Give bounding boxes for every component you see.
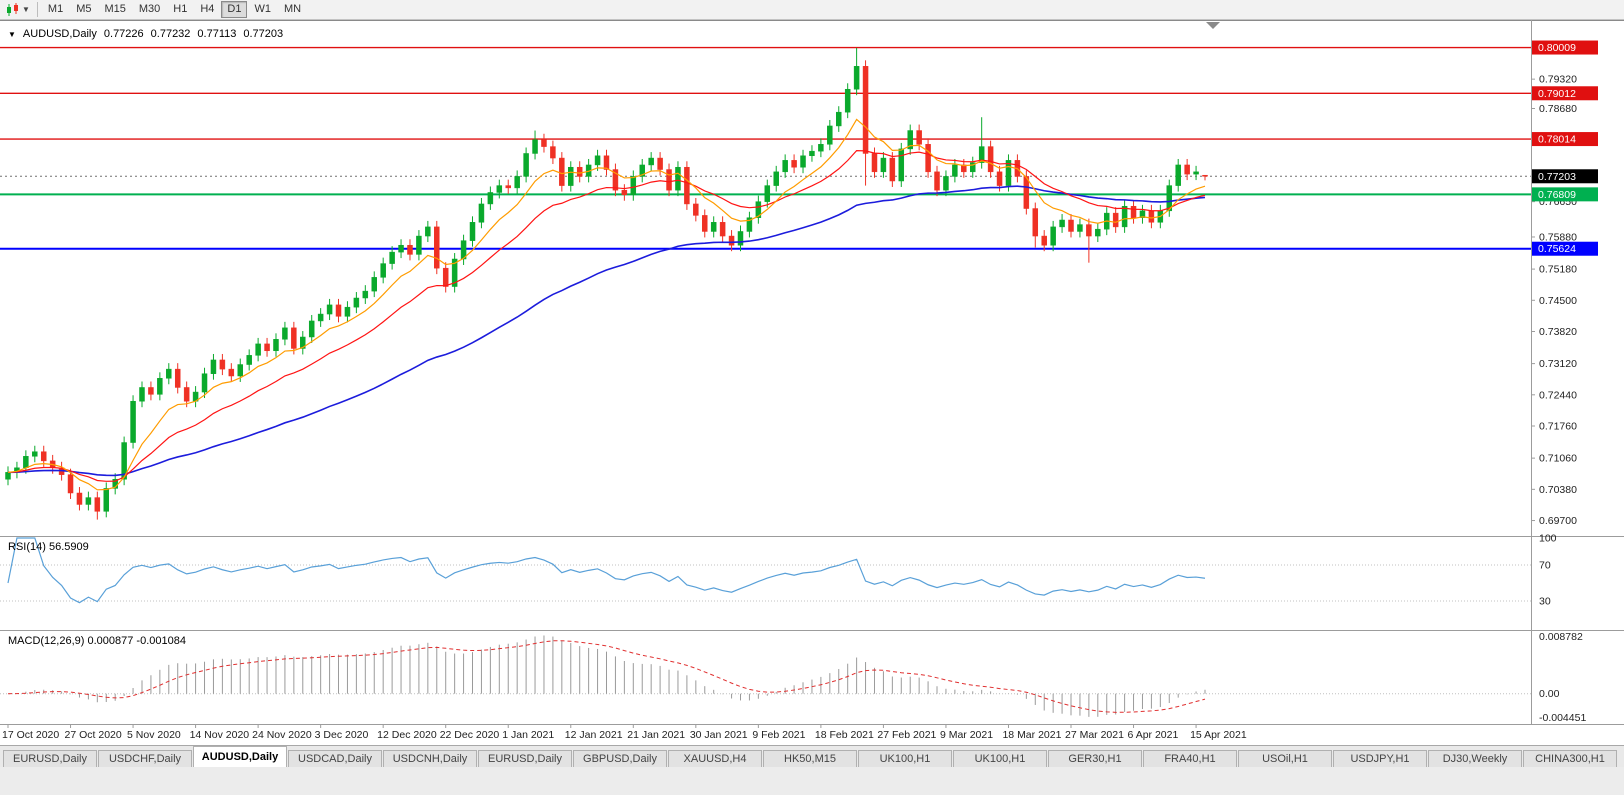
svg-text:0.008782: 0.008782 xyxy=(1539,631,1583,643)
svg-text:0.77203: 0.77203 xyxy=(1538,171,1576,183)
timeframe-button-m30[interactable]: M30 xyxy=(138,3,161,15)
toolbar-separator xyxy=(36,2,38,17)
svg-text:0.71060: 0.71060 xyxy=(1539,453,1577,465)
toolbar: ▼ M1 M5 M15 M30 H1 H4 D1 W1 MN xyxy=(0,0,1624,20)
svg-text:1 Jan 2021: 1 Jan 2021 xyxy=(502,729,554,741)
svg-text:0.69700: 0.69700 xyxy=(1539,515,1577,527)
moving-averages xyxy=(7,118,1206,491)
svg-text:0.00: 0.00 xyxy=(1539,688,1560,700)
svg-text:70: 70 xyxy=(1539,560,1551,572)
tab-usdcnh-daily[interactable]: USDCNH,Daily xyxy=(383,750,477,767)
chart-window[interactable]: 0.79320 0.78680 0.76650 0.75880 0.75180 0.745… xyxy=(0,20,1624,745)
price-chart[interactable]: 0.793200.786800.766500.758800.751800.745… xyxy=(0,20,1624,745)
svg-text:0.75624: 0.75624 xyxy=(1538,243,1576,255)
timeframe-button-mn[interactable]: MN xyxy=(283,3,302,15)
svg-text:14 Nov 2020: 14 Nov 2020 xyxy=(190,729,250,741)
tab-usdcad-daily[interactable]: USDCAD,Daily xyxy=(288,750,382,767)
svg-text:0.76809: 0.76809 xyxy=(1538,189,1576,201)
status-strip xyxy=(0,767,1624,795)
timeframe-button-m15[interactable]: M15 xyxy=(104,3,126,15)
svg-text:0.72440: 0.72440 xyxy=(1539,389,1577,401)
timeframe-button-m1[interactable]: M1 xyxy=(47,3,64,15)
chart-shift-marker-icon[interactable] xyxy=(1206,22,1220,29)
chart-type-button[interactable]: ▼ xyxy=(2,1,33,19)
svg-text:0.80009: 0.80009 xyxy=(1538,42,1576,54)
price-scale[interactable]: 0.793200.786800.766500.758800.751800.745… xyxy=(1531,40,1598,528)
svg-text:-0.004451: -0.004451 xyxy=(1539,712,1586,724)
tab-ger30-h1[interactable]: GER30,H1 xyxy=(1048,750,1142,767)
tab-eurusd-daily[interactable]: EURUSD,Daily xyxy=(3,750,97,767)
timeframe-buttons: M1 M5 M15 M30 H1 H4 D1 W1 MN xyxy=(42,1,308,18)
svg-text:12 Jan 2021: 12 Jan 2021 xyxy=(565,729,623,741)
svg-text:0.74500: 0.74500 xyxy=(1539,295,1577,307)
tab-eurusd-daily[interactable]: EURUSD,Daily xyxy=(478,750,572,767)
svg-text:17 Oct 2020: 17 Oct 2020 xyxy=(2,729,59,741)
rsi-pane: 100 70 30 xyxy=(0,533,1557,608)
tab-usdjpy-h1[interactable]: USDJPY,H1 xyxy=(1333,750,1427,767)
timeframe-button-m5[interactable]: M5 xyxy=(76,3,92,15)
macd-pane: 0.008782 0.00 -0.004451 xyxy=(0,631,1586,724)
tab-gbpusd-daily[interactable]: GBPUSD,Daily xyxy=(573,750,667,767)
svg-text:6 Apr 2021: 6 Apr 2021 xyxy=(1128,729,1179,741)
rsi-indicator-label: RSI(14) 56.5909 xyxy=(8,541,89,553)
svg-text:0.78014: 0.78014 xyxy=(1538,134,1576,146)
quote-header: ▼ AUDUSD,Daily 0.77226 0.77232 0.77113 0… xyxy=(8,28,283,40)
svg-text:27 Feb 2021: 27 Feb 2021 xyxy=(877,729,936,741)
svg-text:0.75880: 0.75880 xyxy=(1539,231,1577,243)
tab-uk100-h1[interactable]: UK100,H1 xyxy=(953,750,1047,767)
quote-close: 0.77203 xyxy=(243,28,284,40)
timeframe-button-w1[interactable]: W1 xyxy=(254,3,271,15)
time-scale[interactable]: 17 Oct 2020 27 Oct 2020 5 Nov 2020 14 Nov 2… xyxy=(2,724,1247,741)
svg-text:22 Dec 2020: 22 Dec 2020 xyxy=(440,729,500,741)
quote-low: 0.77113 xyxy=(197,28,237,40)
chevron-down-icon: ▼ xyxy=(22,5,30,14)
tab-hk50-m15[interactable]: HK50,M15 xyxy=(763,750,857,767)
quote-high: 0.77232 xyxy=(150,28,191,40)
svg-text:12 Dec 2020: 12 Dec 2020 xyxy=(377,729,437,741)
svg-text:0.75180: 0.75180 xyxy=(1539,264,1577,276)
svg-text:3 Dec 2020: 3 Dec 2020 xyxy=(315,729,369,741)
svg-text:27 Mar 2021: 27 Mar 2021 xyxy=(1065,729,1124,741)
svg-text:9 Mar 2021: 9 Mar 2021 xyxy=(940,729,993,741)
chart-tab-bar: EURUSD,Daily USDCHF,Daily AUDUSD,Daily USDC… xyxy=(0,745,1624,767)
timeframe-button-h4[interactable]: H4 xyxy=(200,3,215,15)
svg-text:21 Jan 2021: 21 Jan 2021 xyxy=(627,729,685,741)
tab-uk100-h1[interactable]: UK100,H1 xyxy=(858,750,952,767)
svg-text:0.78680: 0.78680 xyxy=(1539,103,1577,115)
tab-xauusd-h4[interactable]: XAUUSD,H4 xyxy=(668,750,762,767)
svg-text:24 Nov 2020: 24 Nov 2020 xyxy=(252,729,312,741)
tab-china300-h1[interactable]: CHINA300,H1 xyxy=(1523,750,1617,767)
svg-text:0.70380: 0.70380 xyxy=(1539,484,1577,496)
quote-open: 0.77226 xyxy=(103,28,144,40)
svg-text:18 Feb 2021: 18 Feb 2021 xyxy=(815,729,874,741)
tab-fra40-h1[interactable]: FRA40,H1 xyxy=(1143,750,1237,767)
svg-text:0.73820: 0.73820 xyxy=(1539,326,1577,338)
candlestick-icon xyxy=(7,2,18,16)
macd-indicator-label: MACD(12,26,9) 0.000877 -0.001084 xyxy=(8,635,186,647)
svg-text:27 Oct 2020: 27 Oct 2020 xyxy=(65,729,122,741)
horizontal-line-objects[interactable] xyxy=(0,46,1531,250)
tab-audusd-daily[interactable]: AUDUSD,Daily xyxy=(193,746,287,767)
svg-text:0.73120: 0.73120 xyxy=(1539,358,1577,370)
chart-symbol-label: AUDUSD,Daily xyxy=(22,28,97,40)
svg-text:0.71760: 0.71760 xyxy=(1539,421,1577,433)
timeframe-button-d1[interactable]: D1 xyxy=(221,1,248,18)
svg-text:15 Apr 2021: 15 Apr 2021 xyxy=(1190,729,1247,741)
svg-text:9 Feb 2021: 9 Feb 2021 xyxy=(752,729,805,741)
candles xyxy=(5,47,1208,520)
collapse-icon[interactable]: ▼ xyxy=(8,29,16,39)
tab-usoil-h1[interactable]: USOil,H1 xyxy=(1238,750,1332,767)
timeframe-button-h1[interactable]: H1 xyxy=(173,3,188,15)
svg-text:5 Nov 2020: 5 Nov 2020 xyxy=(127,729,181,741)
tab-usdchf-daily[interactable]: USDCHF,Daily xyxy=(98,750,192,767)
svg-text:0.79012: 0.79012 xyxy=(1538,88,1576,100)
svg-text:18 Mar 2021: 18 Mar 2021 xyxy=(1002,729,1061,741)
svg-text:30 Jan 2021: 30 Jan 2021 xyxy=(690,729,748,741)
svg-text:30: 30 xyxy=(1539,596,1551,608)
svg-text:100: 100 xyxy=(1539,533,1557,545)
svg-text:0.79320: 0.79320 xyxy=(1539,74,1577,86)
tab-dj30-weekly[interactable]: DJ30,Weekly xyxy=(1428,750,1522,767)
